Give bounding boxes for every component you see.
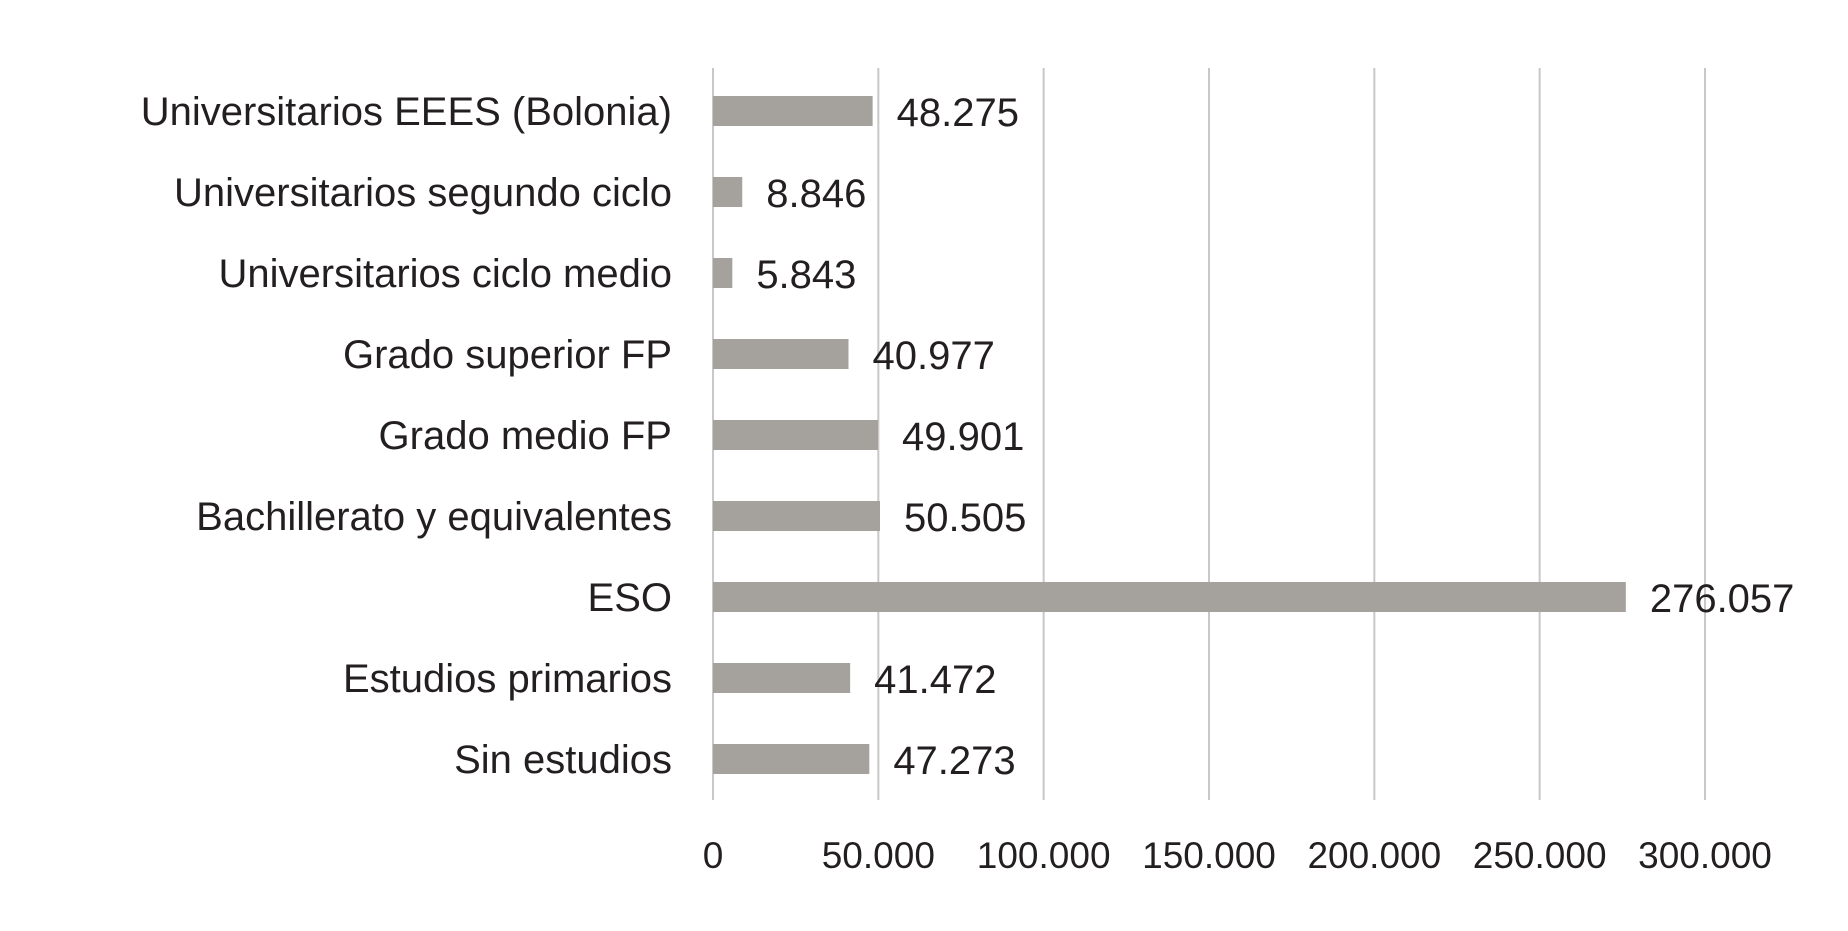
category-label: Grado medio FP: [379, 414, 672, 458]
bar: [713, 663, 851, 693]
bar: [713, 177, 743, 207]
category-label: Grado superior FP: [343, 333, 672, 377]
category-label: Universitarios EEES (Bolonia): [141, 90, 672, 134]
bar: [713, 420, 879, 450]
bar: [713, 258, 733, 288]
category-label: Bachillerato y equivalentes: [196, 495, 672, 539]
category-label: Sin estudios: [454, 738, 672, 782]
grid-lines: [712, 68, 1706, 800]
data-label: 40.977: [872, 334, 994, 378]
bar: [713, 582, 1626, 612]
data-label: 50.505: [904, 496, 1026, 540]
bar: [713, 501, 881, 531]
bar: [713, 744, 870, 774]
x-tick-label: 250.000: [1473, 835, 1607, 876]
data-label: 49.901: [902, 415, 1024, 459]
x-tick-label: 200.000: [1307, 835, 1441, 876]
category-label: Universitarios segundo ciclo: [174, 171, 672, 215]
data-label: 47.273: [893, 739, 1015, 783]
bars: [713, 96, 1626, 774]
x-tick-label: 300.000: [1638, 835, 1772, 876]
x-axis-tick-labels: 0 50.000 100.000 150.000 200.000 250.000 300.0…: [703, 835, 1772, 876]
value-labels: 48.275 8.846 5.843 40.977 49.901 50.505 276.05…: [756, 91, 1794, 783]
data-label: 48.275: [897, 91, 1019, 135]
data-label: 41.472: [874, 658, 996, 702]
x-tick-label: 150.000: [1142, 835, 1276, 876]
x-tick-label: 50.000: [822, 835, 935, 876]
data-label: 5.843: [756, 253, 856, 297]
category-label: Universitarios ciclo medio: [219, 252, 672, 296]
x-tick-label: 0: [703, 835, 724, 876]
data-label: 276.057: [1650, 577, 1795, 621]
bar: [713, 96, 873, 126]
data-label: 8.846: [766, 172, 866, 216]
bar: [713, 339, 849, 369]
x-tick-label: 100.000: [977, 835, 1111, 876]
category-label: ESO: [588, 576, 672, 620]
category-labels: Universitarios EEES (Bolonia) Universitar…: [141, 90, 672, 782]
category-label: Estudios primarios: [343, 657, 672, 701]
